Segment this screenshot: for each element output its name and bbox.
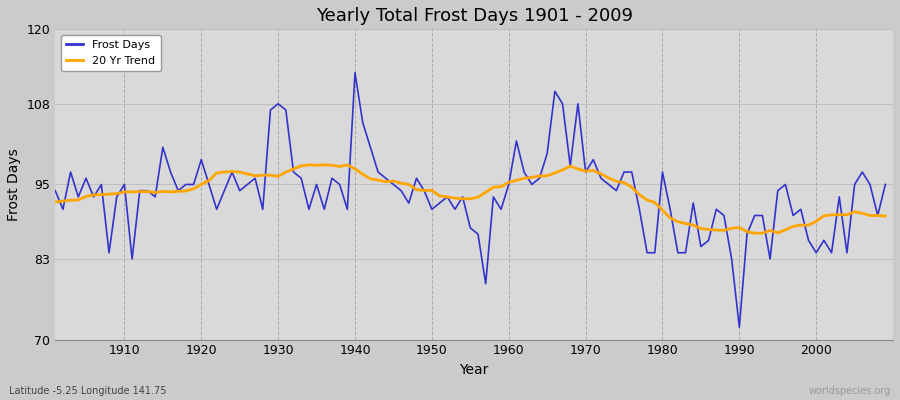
Title: Yearly Total Frost Days 1901 - 2009: Yearly Total Frost Days 1901 - 2009: [316, 7, 633, 25]
X-axis label: Year: Year: [460, 363, 489, 377]
Text: Latitude -5.25 Longitude 141.75: Latitude -5.25 Longitude 141.75: [9, 386, 166, 396]
Text: worldspecies.org: worldspecies.org: [809, 386, 891, 396]
Y-axis label: Frost Days: Frost Days: [7, 148, 21, 221]
Legend: Frost Days, 20 Yr Trend: Frost Days, 20 Yr Trend: [61, 35, 160, 72]
